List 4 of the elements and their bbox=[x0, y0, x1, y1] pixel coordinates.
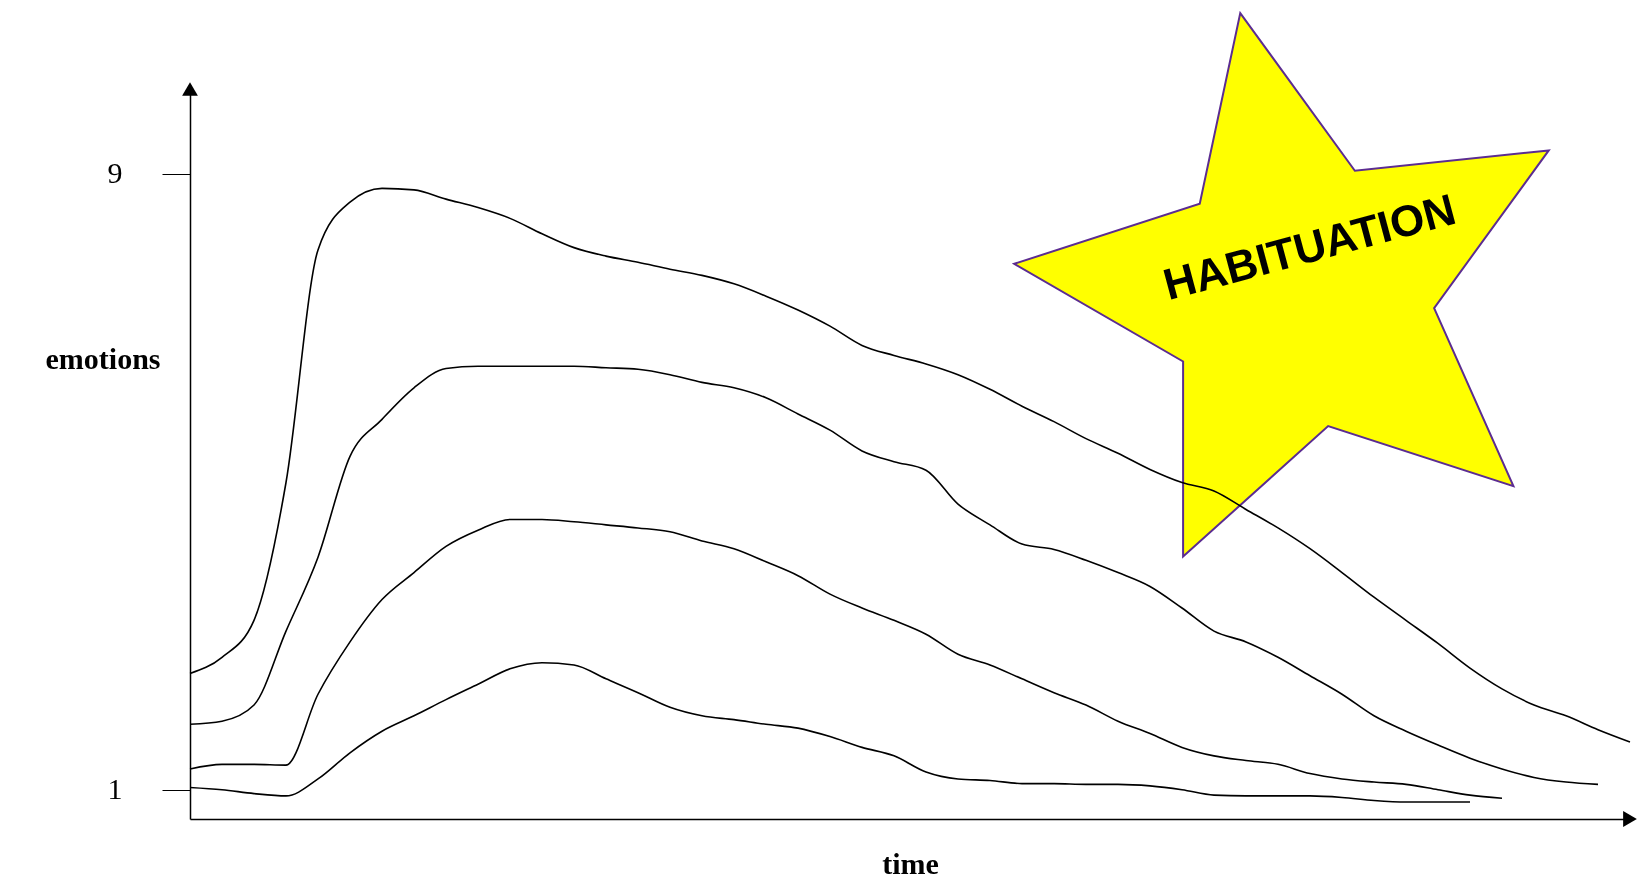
y-tick-label: 1 bbox=[107, 772, 123, 806]
y-axis-title: emotions bbox=[45, 341, 161, 375]
y-tick-label: 9 bbox=[107, 156, 123, 190]
x-axis-title: time bbox=[882, 846, 939, 880]
